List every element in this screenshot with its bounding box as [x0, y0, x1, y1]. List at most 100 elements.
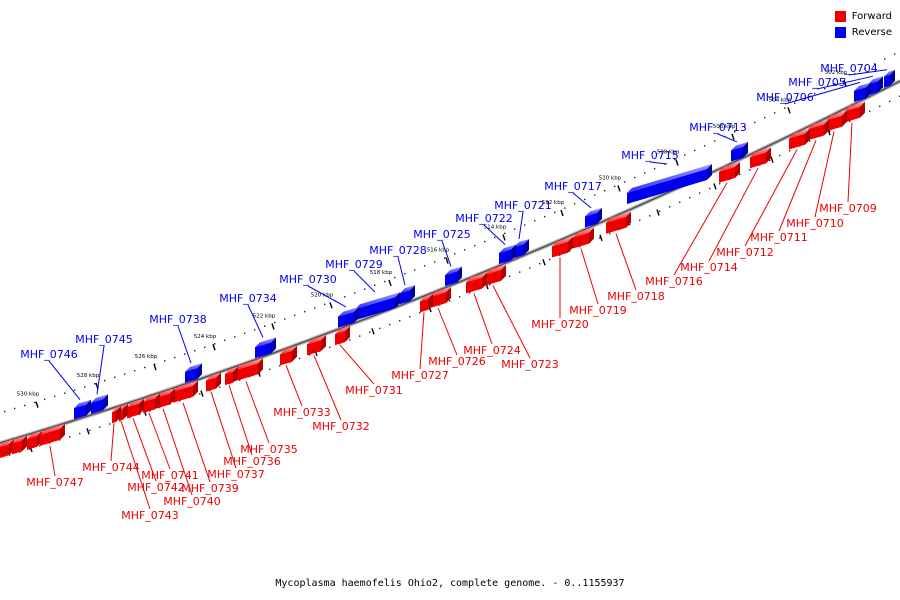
leader-line: [572, 192, 592, 209]
guide-dot: [414, 269, 416, 271]
guide-dot: [354, 292, 356, 294]
gene-top-face: [731, 141, 748, 151]
gene-front-face: [719, 166, 735, 183]
leader-line: [816, 75, 874, 90]
guide-dot: [104, 379, 106, 382]
gene-block-mhf-0724: [466, 272, 487, 294]
leader-line: [49, 445, 56, 477]
gene-label: MHF_0723: [501, 358, 559, 371]
gene-label: MHF_0709: [819, 202, 877, 215]
guide-dot: [139, 413, 141, 415]
guide-dot: [324, 303, 326, 305]
guide-dot: [699, 192, 701, 194]
scale-tick-label: 506 kbp: [713, 124, 736, 130]
guide-dot: [124, 373, 126, 375]
guide-dot: [284, 318, 286, 320]
guide-dot: [309, 354, 311, 356]
guide-dot: [564, 207, 566, 209]
gene-front-face: [206, 377, 216, 392]
guide-dot: [109, 423, 111, 425]
guide-dot: [674, 158, 676, 161]
gene-top-face: [91, 394, 108, 403]
leader-line: [48, 360, 81, 401]
gene-side-face: [457, 266, 462, 283]
scale-tick-label: 528 kbp: [77, 373, 100, 379]
gene-label: MHF_0747: [26, 476, 84, 489]
guide-dot: [14, 407, 16, 410]
leader-line: [148, 412, 171, 470]
guide-dot: [774, 112, 776, 114]
leader-line: [473, 293, 493, 345]
gene-top-face: [225, 366, 238, 375]
gene-side-face: [446, 287, 451, 304]
gene-front-face: [280, 350, 292, 366]
gene-top-face: [627, 163, 712, 193]
gene-top-face: [844, 101, 865, 112]
gene-side-face: [321, 335, 326, 352]
gene-top-face: [750, 147, 771, 158]
gene-top-face: [338, 306, 359, 317]
scale-tick-mark: [445, 257, 449, 264]
guide-dot: [849, 120, 851, 123]
guide-dot: [549, 258, 551, 261]
gene-side-face: [524, 238, 529, 255]
guide-dot: [259, 372, 261, 374]
gene-block-mhf-0711: [808, 119, 829, 141]
guide-dot: [544, 215, 546, 218]
gene-label: MHF_0716: [645, 275, 703, 288]
leader-line: [120, 420, 151, 510]
gene-top-face: [185, 363, 202, 372]
leader-line: [397, 256, 406, 286]
scale-tick-mark: [731, 133, 735, 141]
gene-label: MHF_0712: [716, 246, 774, 259]
guide-dot: [239, 379, 241, 381]
guide-dot: [884, 58, 886, 60]
guide-dot: [469, 292, 471, 294]
gene-top-face: [400, 285, 415, 294]
guide-dot: [34, 401, 36, 404]
gene-block-mhf-0735: [234, 358, 263, 382]
guide-dot: [269, 368, 271, 371]
gene-front-face: [185, 368, 197, 383]
gene-front-face: [552, 241, 568, 258]
guide-dot: [489, 283, 491, 286]
gene-label: MHF_0741: [141, 469, 199, 482]
gene-side-face: [878, 76, 883, 93]
guide-dot: [314, 307, 316, 309]
gene-top-face: [355, 292, 400, 310]
legend-reverse-label: Reverse: [851, 26, 892, 38]
guide-dot: [279, 365, 281, 367]
gene-block-mhf-0718: [606, 211, 631, 234]
guide-dot: [179, 400, 181, 402]
guide-dot: [64, 392, 66, 394]
guide-dot: [529, 267, 531, 269]
gene-side-face: [103, 394, 108, 411]
gene-block-mhf-0742: [127, 398, 144, 419]
gene-block-mhf-0747: [40, 423, 65, 446]
gene-block-mhf-0725: [445, 266, 462, 287]
guide-dot: [509, 275, 511, 277]
leader-line: [353, 270, 376, 293]
genome-caption: Mycoplasma haemofelis Ohio2, complete ge…: [275, 578, 625, 589]
gene-side-face: [805, 128, 810, 145]
guide-dot: [4, 410, 6, 413]
scale-tick-mark: [502, 234, 506, 241]
gene-label: MHF_0733: [273, 406, 331, 419]
guide-dot: [584, 198, 586, 201]
guide-dot: [719, 183, 721, 185]
guide-dot: [679, 201, 681, 203]
gene-front-face: [445, 271, 457, 287]
leader-line: [313, 355, 342, 421]
gene-side-face: [501, 264, 506, 281]
scale-tick-mark: [770, 156, 774, 163]
gene-top-face: [173, 380, 198, 392]
scale-tick-mark: [560, 209, 564, 217]
guide-dot: [464, 249, 466, 251]
guide-dot: [264, 325, 266, 327]
gene-block-mhf-0721: [514, 238, 529, 258]
guide-dot: [829, 130, 831, 132]
guide-dot: [454, 253, 456, 255]
leader-line: [847, 122, 853, 203]
gene-block: [12, 435, 27, 455]
scale-tick-label: 524 kbp: [194, 334, 217, 340]
